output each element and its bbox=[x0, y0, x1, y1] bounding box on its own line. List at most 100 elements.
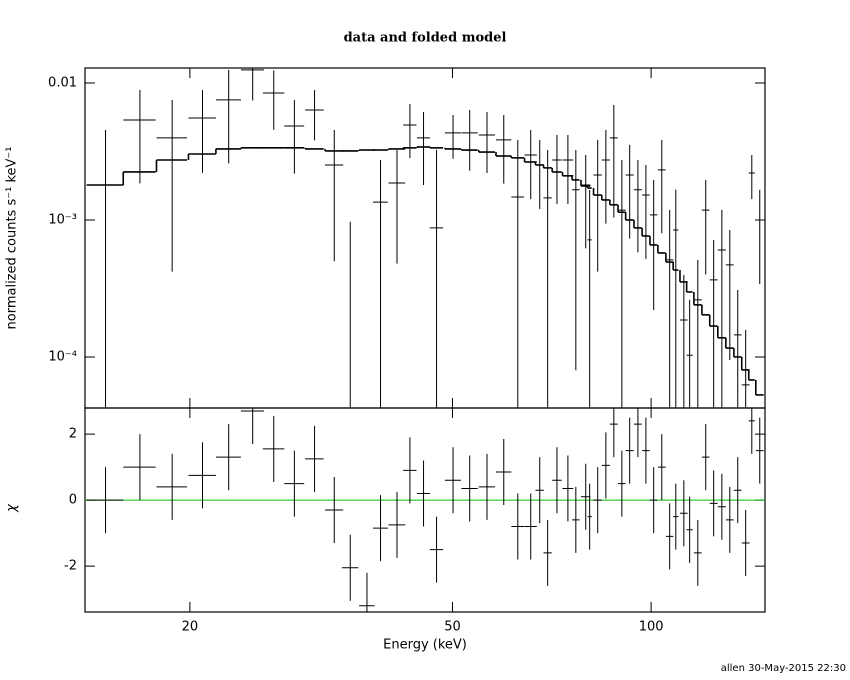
data-point bbox=[741, 329, 750, 408]
data-point bbox=[86, 129, 124, 408]
data-point bbox=[325, 476, 344, 544]
data-point bbox=[725, 229, 734, 361]
y-tick-label: 10⁻⁴ bbox=[48, 349, 77, 364]
data-point bbox=[305, 89, 324, 141]
y-tick-label: 0.01 bbox=[48, 75, 77, 90]
data-point bbox=[701, 179, 710, 275]
data-point bbox=[679, 480, 688, 547]
data-point bbox=[657, 139, 666, 234]
data-point bbox=[717, 209, 726, 408]
data-point bbox=[741, 510, 750, 577]
data-point bbox=[188, 89, 216, 173]
y-axis-label: normalized counts s⁻¹ keV⁻¹ bbox=[5, 147, 20, 330]
data-point bbox=[609, 408, 618, 458]
data-point bbox=[679, 274, 688, 408]
data-point bbox=[733, 457, 742, 524]
data-point bbox=[511, 493, 525, 560]
data-point bbox=[717, 473, 726, 540]
data-point bbox=[552, 135, 562, 204]
data-point bbox=[587, 189, 592, 408]
data-point bbox=[562, 135, 574, 204]
data-point bbox=[709, 239, 718, 408]
data-point bbox=[543, 150, 552, 408]
data-point bbox=[305, 425, 324, 492]
data-point bbox=[601, 432, 610, 499]
y-tick-label: 10⁻³ bbox=[48, 212, 77, 227]
x-axis-label: Energy (keV) bbox=[383, 638, 467, 653]
plot-area bbox=[85, 408, 765, 612]
data-point bbox=[524, 493, 537, 560]
data-point bbox=[403, 437, 417, 504]
data-point bbox=[693, 259, 702, 408]
data-point bbox=[665, 503, 674, 570]
data-point bbox=[755, 189, 764, 285]
data-point bbox=[625, 144, 634, 239]
data-point bbox=[686, 299, 693, 408]
data-point bbox=[673, 189, 679, 408]
data-point bbox=[478, 111, 496, 174]
data-point bbox=[359, 572, 375, 612]
data-point bbox=[633, 159, 642, 253]
data-point bbox=[562, 455, 574, 522]
data-point bbox=[587, 483, 592, 550]
data-point bbox=[215, 424, 241, 491]
data-point bbox=[693, 519, 702, 586]
data-point bbox=[535, 457, 544, 524]
y-tick-label: 0 bbox=[69, 493, 77, 508]
data-point bbox=[642, 417, 650, 484]
data-point bbox=[388, 491, 406, 558]
data-point bbox=[609, 105, 618, 218]
data-point bbox=[240, 68, 264, 101]
data-point bbox=[601, 129, 610, 224]
data-point bbox=[156, 453, 188, 520]
data-point bbox=[709, 470, 718, 537]
data-point bbox=[535, 139, 544, 210]
data-point bbox=[748, 408, 755, 454]
data-point bbox=[416, 460, 431, 527]
data-point bbox=[284, 450, 305, 517]
x-tick-label: 20 bbox=[182, 620, 199, 635]
data-point bbox=[524, 129, 537, 200]
data-point bbox=[665, 210, 674, 408]
data-point bbox=[552, 447, 562, 514]
data-point bbox=[633, 408, 642, 458]
data-point bbox=[673, 483, 679, 550]
data-point bbox=[657, 434, 666, 501]
plot-frame bbox=[84, 67, 766, 409]
y-tick-label: -2 bbox=[64, 559, 77, 574]
data-point bbox=[416, 111, 431, 185]
data-point bbox=[156, 99, 188, 272]
data-point bbox=[262, 70, 285, 130]
data-point bbox=[495, 114, 512, 184]
data-point bbox=[215, 69, 241, 164]
data-point bbox=[572, 486, 580, 553]
data-point bbox=[725, 486, 734, 553]
data-point bbox=[262, 415, 285, 482]
data-point bbox=[543, 519, 552, 586]
data-point bbox=[444, 114, 461, 159]
data-point bbox=[748, 154, 755, 200]
data-point bbox=[686, 496, 693, 563]
data-point bbox=[572, 150, 580, 371]
data-point bbox=[461, 455, 478, 522]
data-point bbox=[240, 408, 264, 444]
data-point bbox=[341, 534, 359, 601]
x-tick-label: 50 bbox=[444, 620, 461, 635]
plot-area bbox=[86, 68, 764, 408]
data-point bbox=[733, 290, 742, 408]
data-point bbox=[581, 463, 591, 530]
data-point bbox=[593, 139, 602, 272]
data-point bbox=[649, 467, 658, 534]
data-point bbox=[325, 129, 344, 262]
data-point bbox=[373, 159, 388, 408]
y-tick-label: 2 bbox=[69, 427, 77, 442]
data-point bbox=[429, 516, 444, 583]
data-point bbox=[701, 424, 710, 491]
data-point bbox=[478, 453, 496, 520]
chart-title: data and folded model bbox=[344, 31, 507, 46]
data-point bbox=[123, 434, 156, 501]
data-point bbox=[618, 159, 626, 408]
data-point bbox=[618, 450, 626, 517]
data-point bbox=[388, 150, 406, 264]
